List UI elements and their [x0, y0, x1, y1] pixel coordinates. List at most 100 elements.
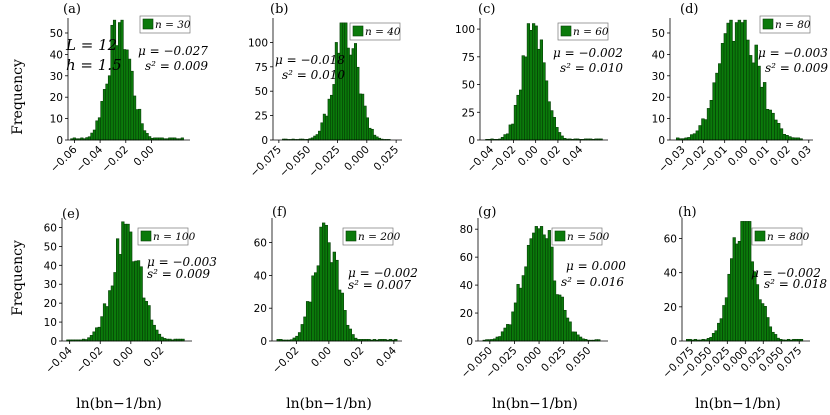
histogram-bar — [776, 123, 781, 141]
histogram-bar — [557, 132, 562, 141]
panel-label: (c) — [478, 2, 495, 17]
histogram-bar — [743, 19, 747, 141]
y-tick-label: 75 — [462, 52, 475, 64]
histogram-bar — [134, 260, 138, 342]
histogram-bar — [568, 321, 572, 342]
histogram-bar — [785, 134, 789, 141]
x-tick-label: −0.02 — [74, 345, 105, 376]
histogram-bar — [335, 259, 339, 342]
variance-annotation: s² = 0.016 — [561, 275, 624, 289]
histogram-bar — [563, 309, 567, 342]
histogram-bar — [160, 336, 164, 342]
histogram-bar — [349, 54, 353, 141]
y-tick-label: 10 — [50, 114, 63, 126]
histogram-bar — [97, 326, 101, 342]
y-tick-label: 50 — [44, 241, 57, 253]
y-tick-label: 60 — [254, 238, 267, 250]
histogram-bar — [138, 108, 142, 141]
histogram-bar — [330, 262, 334, 342]
histogram-bar — [782, 133, 786, 141]
x-tick-label: 0.04 — [560, 143, 585, 168]
histogram-bar — [313, 272, 318, 342]
y-tick-label: 30 — [652, 71, 665, 83]
histogram-bar — [768, 326, 773, 342]
legend-swatch — [560, 25, 572, 37]
histogram-bar — [148, 136, 152, 141]
histogram-bar — [354, 337, 358, 342]
legend-swatch — [554, 230, 566, 242]
histogram-bar — [779, 128, 784, 141]
histogram-bar — [576, 334, 580, 342]
histogram-bar — [692, 133, 697, 141]
histogram-bar — [140, 123, 144, 141]
histogram-bar — [758, 299, 762, 342]
histogram-bar — [142, 297, 146, 342]
panel-a: −0.06−0.04−0.02 0.00 0 10 20 30 40 50(a) n = 30 μ… — [48, 2, 208, 175]
histogram-bar — [332, 251, 336, 342]
panel-e: −0.04 −0.02 0.00 0.02 0 10 20 30 40 50 60 (e) n = 10… — [44, 207, 218, 412]
histogram-bar — [102, 89, 107, 141]
y-tick-label: 80 — [460, 224, 473, 236]
histogram-bar — [560, 296, 564, 342]
histogram-bar — [351, 334, 355, 342]
histogram-bar — [732, 40, 736, 141]
histogram-bar — [552, 117, 556, 141]
histogram-bar — [144, 301, 149, 342]
x-tick-label: 0.02 — [341, 345, 366, 370]
histogram-bar — [116, 238, 120, 342]
y-tick-label: 20 — [44, 298, 57, 310]
histogram-bar — [92, 331, 96, 342]
panel-label: (b) — [270, 2, 288, 17]
legend-swatch — [762, 18, 774, 30]
histogram-bar — [720, 43, 725, 141]
histogram-bar — [129, 231, 133, 342]
panel-label: (h) — [678, 205, 697, 220]
x-tick-label: 0.00 — [516, 144, 541, 169]
y-tick-label: 25 — [255, 111, 268, 123]
y-axis-label-bottom: Frequency — [10, 240, 26, 316]
histogram-bar — [118, 254, 122, 342]
y-tick-label: 100 — [455, 24, 475, 36]
histogram-bar — [748, 221, 752, 342]
x-tick-label: 0.02 — [768, 144, 793, 169]
histogram-bar — [709, 337, 713, 342]
y-tick-label: 40 — [664, 268, 677, 280]
histogram-bar — [365, 117, 369, 141]
x-axis-label: ln(bn−1/bn) — [695, 396, 781, 412]
histogram-bar — [788, 136, 792, 141]
y-tick-label: 20 — [50, 92, 63, 104]
histogram-bar — [313, 135, 317, 141]
histogram-bar — [327, 98, 331, 141]
histogram-bar — [537, 48, 541, 141]
histogram-bar — [768, 109, 772, 141]
histogram-bar — [719, 318, 723, 342]
histogram-bar — [550, 246, 554, 342]
histogram-bar — [100, 101, 104, 141]
variance-annotation: s² = 0.009 — [765, 61, 828, 75]
histogram-bar — [500, 136, 505, 141]
histogram-bar — [552, 280, 557, 342]
histogram-bar — [89, 335, 94, 342]
histogram-bar — [742, 221, 747, 342]
x-axis-label: ln(bn−1/bn) — [286, 396, 372, 412]
histogram-bar — [578, 336, 583, 342]
histogram-bar — [358, 93, 362, 141]
histogram-bar — [724, 297, 729, 342]
histogram-bar — [327, 242, 331, 342]
histogram-bar — [748, 55, 753, 141]
histogram-bar — [706, 338, 710, 342]
histogram-bar — [113, 272, 117, 342]
panel-g: −0.050−0.0250.0000.0250.050020406080(g)n… — [459, 205, 626, 412]
x-tick-label: −0.06 — [48, 143, 79, 174]
histogram-bar — [343, 310, 347, 342]
y-tick-label: 100 — [248, 37, 268, 49]
histogram-bar — [95, 120, 99, 141]
histogram-bar — [143, 130, 147, 141]
histogram-bar — [87, 337, 91, 342]
histogram-bar — [766, 317, 770, 342]
histogram-bar — [542, 234, 546, 342]
histogram-bar — [529, 238, 533, 342]
histogram-bar — [126, 223, 130, 342]
y-tick-label: 0 — [658, 135, 665, 147]
histogram-bar — [715, 72, 719, 141]
